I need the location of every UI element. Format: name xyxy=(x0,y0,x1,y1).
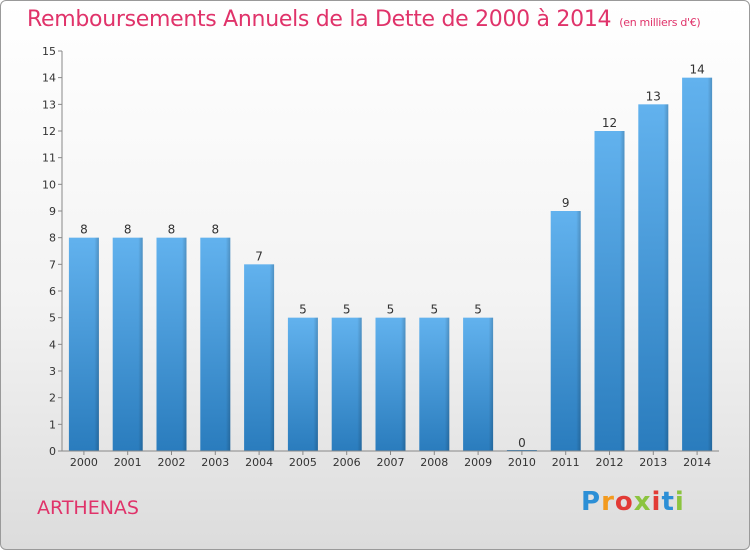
chart-title-text: Remboursements Annuels de la Dette de 20… xyxy=(27,7,612,32)
x-axis: 2000 2001 2002 2003 2004 2005 2006 2007 2008 2009… xyxy=(62,450,719,469)
bar-shade xyxy=(287,317,318,451)
bar-value-label: 9 xyxy=(562,196,570,210)
bar-value-label: 7 xyxy=(255,249,263,263)
bar-shade xyxy=(244,264,275,451)
bar-shade xyxy=(463,317,494,451)
logo-letter: P xyxy=(581,487,602,517)
logo-letter: r xyxy=(601,487,615,517)
y-tick-label: 3 xyxy=(49,365,56,378)
y-tick-label: 5 xyxy=(49,312,56,325)
bar-shade xyxy=(331,317,362,451)
bar-value-label: 12 xyxy=(602,116,617,130)
bar-shade xyxy=(200,237,231,451)
x-tick-label: 2004 xyxy=(245,456,273,469)
chart-unit: (en milliers d'€) xyxy=(619,16,701,29)
logo-letter: o xyxy=(614,487,634,517)
x-tick-label: 2010 xyxy=(508,456,536,469)
bar-shade xyxy=(375,317,406,451)
bar-shade xyxy=(550,211,581,451)
y-tick-label: 10 xyxy=(42,178,56,191)
y-tick-label: 12 xyxy=(42,125,56,138)
x-tick-label: 2002 xyxy=(158,456,186,469)
y-tick-label: 7 xyxy=(49,258,56,271)
x-tick-label: 2005 xyxy=(289,456,317,469)
y-tick-label: 0 xyxy=(49,445,56,458)
chart-title: Remboursements Annuels de la Dette de 20… xyxy=(27,7,701,32)
x-tick-label: 2013 xyxy=(639,456,667,469)
y-tick-label: 6 xyxy=(49,285,56,298)
y-tick-label: 13 xyxy=(42,98,56,111)
x-tick-label: 2011 xyxy=(552,456,580,469)
bars-group: 8 8 8 8 7 5 5 5 5 5 0 9 12 13 14 xyxy=(68,63,713,452)
x-tick-label: 2006 xyxy=(333,456,361,469)
bar-shade xyxy=(419,317,450,451)
y-tick-label: 1 xyxy=(49,418,56,431)
bar-shade xyxy=(638,104,669,451)
logo-letter: t xyxy=(661,487,675,517)
bar-value-label: 5 xyxy=(430,303,438,317)
bar-value-label: 14 xyxy=(689,63,704,77)
y-tick-label: 8 xyxy=(49,232,56,245)
x-tick-label: 2012 xyxy=(596,456,624,469)
bar-value-label: 5 xyxy=(387,303,395,317)
logo-letter: i xyxy=(674,487,685,517)
y-tick-label: 4 xyxy=(49,338,56,351)
bar-value-label: 8 xyxy=(124,223,132,237)
bar-shade xyxy=(68,237,99,451)
logo-letter: i xyxy=(651,487,662,517)
bar-value-label: 5 xyxy=(299,303,307,317)
logo-letter: x xyxy=(633,487,652,517)
y-tick-label: 11 xyxy=(42,152,56,165)
x-tick-label: 2003 xyxy=(201,456,229,469)
bar-shade xyxy=(594,131,625,451)
x-tick-label: 2009 xyxy=(464,456,492,469)
y-tick-label: 15 xyxy=(42,45,56,58)
bar-value-label: 8 xyxy=(80,223,88,237)
x-tick-label: 2000 xyxy=(70,456,98,469)
x-tick-label: 2001 xyxy=(114,456,142,469)
place-name: ARTHENAS xyxy=(37,497,139,519)
bar-value-label: 5 xyxy=(474,303,482,317)
bar-value-label: 5 xyxy=(343,303,351,317)
bar-shade xyxy=(156,237,187,451)
bar-shade xyxy=(682,77,713,452)
x-tick-label: 2007 xyxy=(377,456,405,469)
bar-value-label: 8 xyxy=(168,223,176,237)
y-tick-label: 14 xyxy=(42,72,56,85)
bar-value-label: 13 xyxy=(646,89,661,103)
bar-shade xyxy=(112,237,143,451)
bar-value-label: 0 xyxy=(518,436,526,450)
bar-value-label: 8 xyxy=(211,223,219,237)
y-tick-label: 2 xyxy=(49,392,56,405)
x-tick-label: 2014 xyxy=(683,456,711,469)
y-tick-label: 9 xyxy=(49,205,56,218)
x-tick-label: 2008 xyxy=(420,456,448,469)
proxiti-logo: Proxiti xyxy=(581,487,685,517)
